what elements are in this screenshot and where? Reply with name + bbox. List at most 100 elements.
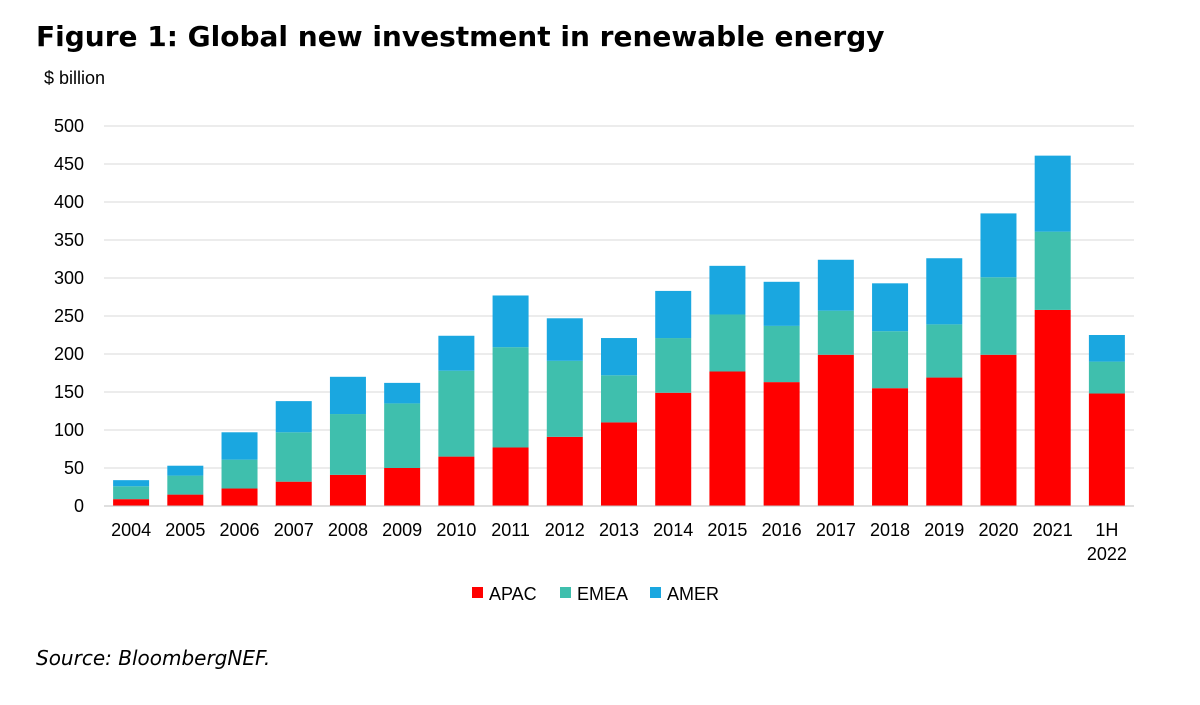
bar-apac-0 xyxy=(113,499,150,506)
legend: APAC EMEA AMER xyxy=(472,584,719,604)
bar-emea-10 xyxy=(655,338,692,393)
x-tick-label: 2005 xyxy=(165,520,205,540)
bar-apac-11 xyxy=(709,371,746,506)
x-tick-label: 2018 xyxy=(870,520,910,540)
y-axis-label: $ billion xyxy=(44,68,106,88)
x-tick-label: 2021 xyxy=(1033,520,1073,540)
bar-apac-3 xyxy=(275,481,312,506)
bar-emea-6 xyxy=(438,370,475,457)
page-title: Figure 1: Global new investment in renew… xyxy=(36,20,885,53)
bar-apac-16 xyxy=(980,354,1017,506)
x-tick-label: 2006 xyxy=(220,520,260,540)
x-axis-ticks: 2004 2005 2006 2007 2008 2009 2010 2011 2012 2013… xyxy=(111,520,1127,564)
bar-apac-9 xyxy=(601,422,637,506)
x-tick-label: 2017 xyxy=(816,520,856,540)
bar-emea-1 xyxy=(167,475,204,495)
y-tick-label: 200 xyxy=(54,344,84,364)
y-tick-label: 0 xyxy=(74,496,84,516)
bar-emea-13 xyxy=(817,310,854,355)
bar-amer-18 xyxy=(1088,335,1125,362)
bar-emea-15 xyxy=(926,324,963,378)
y-tick-label: 300 xyxy=(54,268,84,288)
bar-apac-5 xyxy=(384,468,421,506)
y-tick-label: 150 xyxy=(54,382,84,402)
bar-apac-13 xyxy=(817,354,854,506)
bar-apac-4 xyxy=(329,474,366,506)
legend-label-emea: EMEA xyxy=(577,584,628,604)
x-tick-label: 1H 2022 xyxy=(1087,520,1127,564)
x-tick-label: 2015 xyxy=(707,520,747,540)
x-tick-label: 2014 xyxy=(653,520,693,540)
bar-amer-17 xyxy=(1034,155,1071,232)
bar-emea-3 xyxy=(275,432,312,482)
legend-swatch-emea xyxy=(560,587,571,598)
x-tick-label: 2009 xyxy=(382,520,422,540)
x-tick-label: 2010 xyxy=(436,520,476,540)
bar-apac-14 xyxy=(872,388,909,506)
y-tick-label: 400 xyxy=(54,192,84,212)
bar-amer-13 xyxy=(817,259,854,311)
bar-emea-12 xyxy=(763,325,800,383)
legend-swatch-amer xyxy=(650,587,661,598)
legend-label-apac: APAC xyxy=(489,584,537,604)
bar-emea-7 xyxy=(492,347,529,448)
x-tick-label: 2019 xyxy=(924,520,964,540)
y-tick-label: 250 xyxy=(54,306,84,326)
bar-apac-15 xyxy=(926,377,963,506)
x-tick-label: 2011 xyxy=(491,520,530,540)
y-tick-label: 450 xyxy=(54,154,84,174)
bar-apac-18 xyxy=(1088,393,1125,506)
legend-swatch-apac xyxy=(472,587,483,598)
bar-emea-4 xyxy=(329,414,366,475)
bar-emea-17 xyxy=(1034,231,1071,310)
y-axis-ticks: 0 50 100 150 200 250 300 350 400 450 500 xyxy=(54,116,84,516)
legend-label-amer: AMER xyxy=(667,584,719,604)
bar-apac-7 xyxy=(492,447,529,506)
bar-amer-8 xyxy=(546,318,583,361)
bar-amer-16 xyxy=(980,213,1017,278)
bar-apac-12 xyxy=(763,382,800,506)
bar-amer-14 xyxy=(872,283,909,332)
bar-apac-8 xyxy=(546,436,583,506)
y-tick-label: 350 xyxy=(54,230,84,250)
bar-emea-11 xyxy=(709,314,746,372)
bar-amer-6 xyxy=(438,335,475,371)
bar-amer-9 xyxy=(601,338,637,376)
bar-emea-9 xyxy=(601,375,637,423)
x-tick-label: 2016 xyxy=(762,520,802,540)
bar-amer-1 xyxy=(167,465,204,476)
bar-apac-10 xyxy=(655,392,692,506)
bar-amer-11 xyxy=(709,265,746,315)
bar-apac-1 xyxy=(167,494,204,506)
bars xyxy=(113,155,1125,506)
y-tick-label: 50 xyxy=(64,458,84,478)
source-note: Source: BloombergNEF. xyxy=(36,646,271,670)
x-tick-label: 2004 xyxy=(111,520,151,540)
bar-emea-5 xyxy=(384,403,421,468)
bar-amer-5 xyxy=(384,382,421,404)
bar-apac-2 xyxy=(221,488,258,506)
bar-emea-8 xyxy=(546,360,583,437)
y-tick-label: 500 xyxy=(54,116,84,136)
x-tick-label: 2008 xyxy=(328,520,368,540)
bar-amer-15 xyxy=(926,258,963,325)
bar-amer-2 xyxy=(221,432,258,460)
bar-emea-16 xyxy=(980,277,1017,355)
bar-amer-0 xyxy=(113,480,150,487)
bar-amer-12 xyxy=(763,281,800,326)
y-tick-label: 100 xyxy=(54,420,84,440)
x-tick-label: 2020 xyxy=(978,520,1018,540)
bar-emea-18 xyxy=(1088,361,1125,394)
x-tick-label: 2007 xyxy=(274,520,314,540)
bar-apac-6 xyxy=(438,456,475,506)
bar-emea-14 xyxy=(872,331,909,389)
bar-apac-17 xyxy=(1034,309,1071,506)
bar-amer-4 xyxy=(329,376,366,415)
x-tick-label: 2013 xyxy=(599,520,639,540)
bar-emea-0 xyxy=(113,486,150,500)
bar-emea-2 xyxy=(221,459,258,489)
bar-amer-7 xyxy=(492,295,529,348)
bar-amer-3 xyxy=(275,401,312,433)
x-tick-label: 2012 xyxy=(545,520,585,540)
